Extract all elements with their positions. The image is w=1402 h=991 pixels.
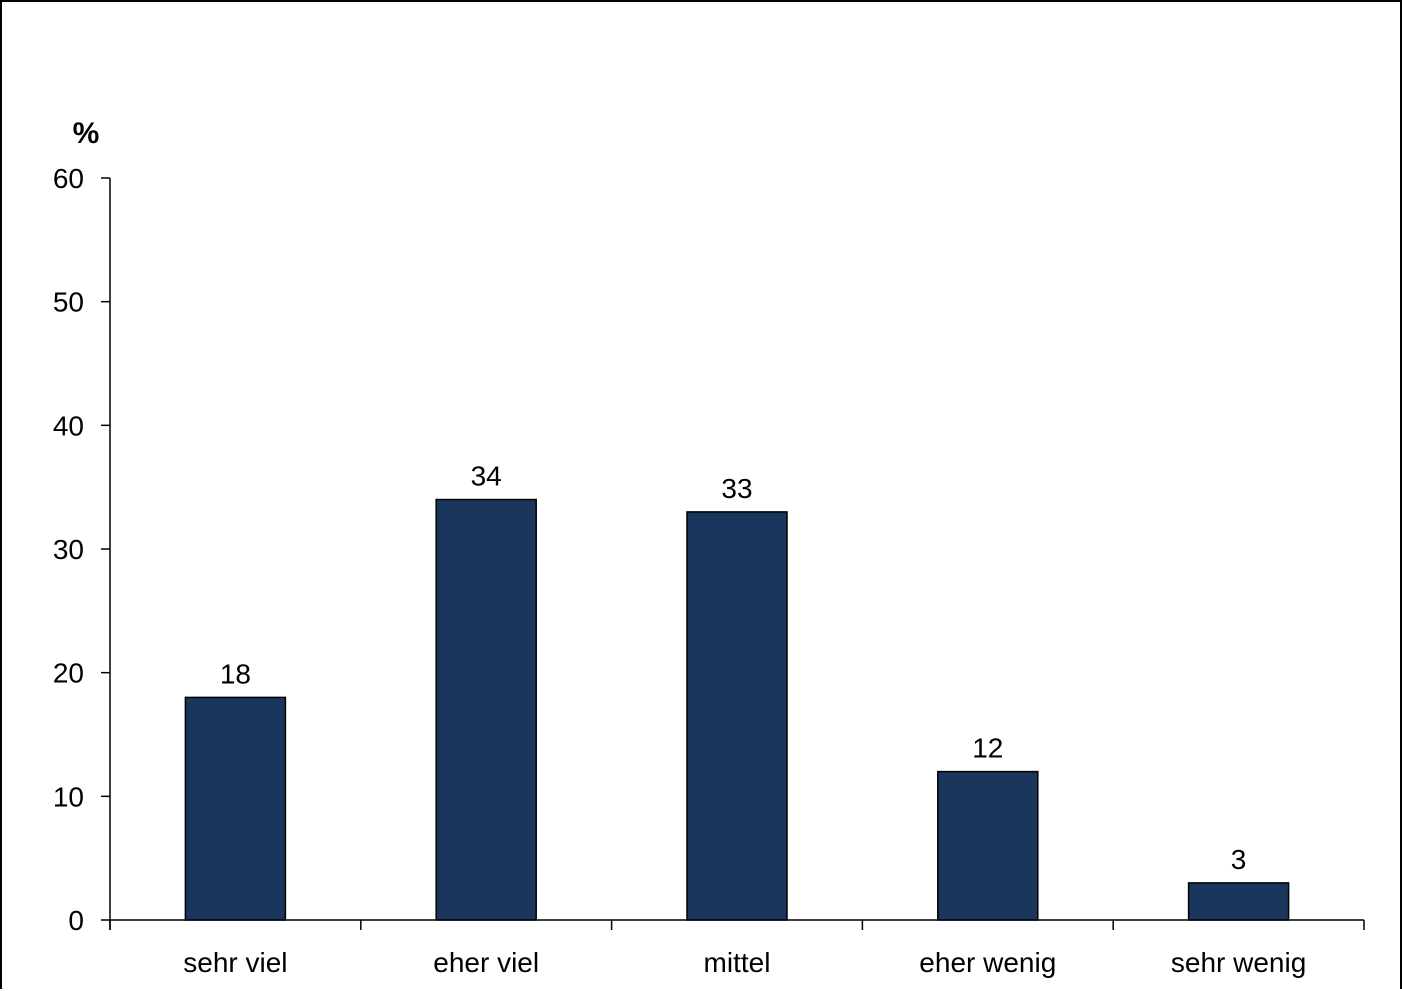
x-axis: sehr viel eher viel mittel eher wenig sehr w…: [110, 920, 1364, 978]
bar: [687, 512, 787, 920]
bar-data-label: 12: [972, 733, 1003, 764]
y-axis: 0 10 20 30 40 50 60: [53, 163, 110, 936]
bar: [1189, 883, 1289, 920]
bar: [938, 772, 1038, 920]
bar-data-label: 33: [721, 473, 752, 504]
y-tick-label: 30: [53, 534, 84, 565]
bar: [185, 697, 285, 920]
x-category-label: mittel: [704, 947, 771, 978]
bar-data-label: 18: [220, 658, 251, 689]
y-tick-label: 60: [53, 163, 84, 194]
x-category-label: sehr viel: [183, 947, 287, 978]
y-tick-label: 10: [53, 781, 84, 812]
y-axis-unit-label: %: [73, 117, 100, 150]
x-category-label: eher viel: [433, 947, 539, 978]
x-category-label: eher wenig: [919, 947, 1056, 978]
bar-data-label: 3: [1231, 844, 1247, 875]
y-tick-label: 50: [53, 287, 84, 318]
bar-data-label: 34: [471, 461, 502, 492]
y-tick-label: 20: [53, 658, 84, 689]
x-category-label: sehr wenig: [1171, 947, 1306, 978]
y-tick-label: 0: [68, 905, 84, 936]
y-tick-label: 40: [53, 410, 84, 441]
bars: [185, 500, 1288, 920]
bar: [436, 500, 536, 920]
